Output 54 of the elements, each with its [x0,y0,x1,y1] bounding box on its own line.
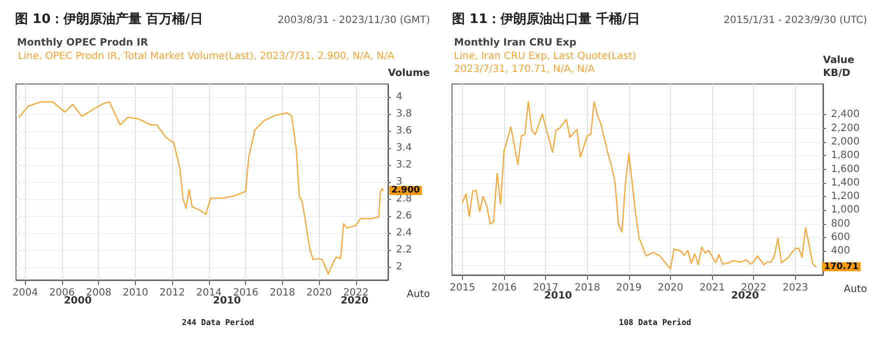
y-tick-label: 3.2 [396,159,412,170]
x-tick-label: 2020 [306,288,332,298]
data-label: 2.900 [391,186,420,196]
x-tick-label: 2023 [782,282,808,294]
chart-title: 图 10：伊朗原油产量 百万桶/日 [15,11,203,27]
y-tick-label: 1,600 [831,164,860,175]
y-tick-label: 4 [396,91,402,102]
y-tick-label: 2 [396,262,402,273]
y-tick-label: 2.2 [396,244,412,256]
chart-subtitle: Monthly OPEC Prodn IR [17,38,148,48]
y-axis-title: Volume [388,68,430,79]
text: Line, OPEC Prodn IR, Total Market Volume(Last), 2023/7/31, 2.900, N/A, N/A [18,51,394,62]
y-tick-label: 3.4 [396,142,412,154]
x-tick-label: 2018 [574,282,600,294]
y-tick-label: 1,000 [831,204,860,216]
x-tick-label: 2021 [699,282,725,294]
text: 108 Data Period [618,318,692,327]
x-tick-label: 2019 [616,282,642,294]
text: Auto [406,289,430,300]
text: 2010 [213,296,241,306]
line-series [462,101,817,270]
y-tick-label: 2,400 [831,109,860,120]
y-tick-label: 1,200 [831,191,860,202]
x-tick-label: 2012 [159,288,185,298]
text: 244 Data Period [182,318,254,327]
x-tick-label: 2016 [491,282,517,294]
text: 2000 [64,296,92,306]
x-tick-label: 2004 [12,288,38,298]
x-tick-label: 2018 [270,288,296,298]
line-series [18,101,384,275]
y-tick-label: 800 [831,218,850,230]
text: 2003/8/31 - 2023/11/30 (GMT) [278,15,430,26]
y-tick-label: 3.6 [396,125,412,136]
text: 2015/1/31 - 2023/9/30 (UTC) [724,15,868,26]
chart-title: 图 11：伊朗原油出口量 千桶/日 [452,11,640,27]
x-tick-label: 2010 [122,288,148,298]
y-tick-label: 2,000 [831,136,860,148]
y-axis-title: Value KB/D [823,55,854,79]
chart-subtitle: Monthly Iran CRU Exp [454,38,576,48]
text: Auto [844,284,867,295]
y-tick-label: 1,400 [831,177,860,188]
y-tick-label: 600 [831,232,850,243]
text: 2020 [340,296,368,306]
y-tick-label: 3 [396,176,402,188]
y-tick-label: 2,200 [831,122,860,134]
text: Line, Iran CRU Exp, Last Quote(Last) 2023/7/31, 170.71, N/A, N/A [454,51,636,75]
y-tick-label: 400 [831,246,850,257]
y-tick-label: 1,800 [831,150,860,162]
y-tick-label: 2.4 [396,228,412,239]
data-label: 170.71 [824,262,859,272]
x-tick-label: 2020 [658,282,684,294]
x-tick-label: 2015 [450,282,476,294]
y-tick-label: 3.8 [396,108,412,120]
y-tick-label: 2.6 [396,210,412,222]
